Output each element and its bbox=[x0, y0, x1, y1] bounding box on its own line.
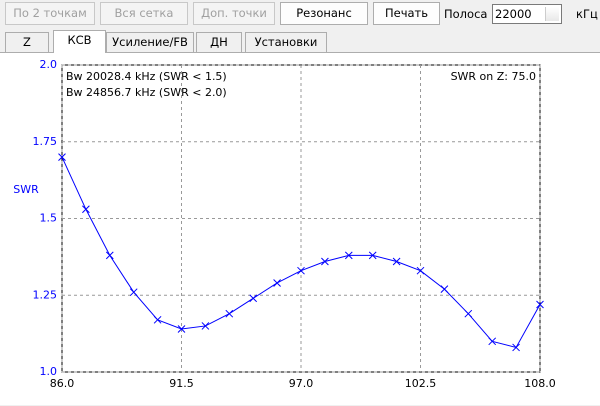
point-marker bbox=[297, 266, 305, 275]
point-marker bbox=[273, 279, 281, 287]
point-marker bbox=[416, 266, 425, 275]
tab[interactable]: КСВ bbox=[53, 30, 106, 53]
point-marker bbox=[105, 251, 114, 260]
button[interactable]: Вся сетка bbox=[100, 2, 188, 25]
point-marker bbox=[392, 257, 401, 266]
tab[interactable]: Установки bbox=[245, 32, 327, 52]
y-tick-label: 1.0 bbox=[40, 365, 58, 378]
point-marker bbox=[536, 300, 544, 309]
button[interactable]: По 2 точкам bbox=[5, 2, 95, 25]
band-select[interactable]: 22000 bbox=[492, 4, 562, 24]
tab[interactable]: Усиление/FB bbox=[106, 32, 194, 52]
x-tick-label: 91.5 bbox=[169, 377, 194, 390]
point-marker bbox=[201, 322, 210, 330]
point-marker bbox=[82, 205, 90, 214]
button[interactable]: Печать bbox=[373, 2, 440, 25]
annotation: SWR on Z: 75.0 bbox=[451, 70, 536, 83]
point-marker bbox=[225, 309, 234, 318]
x-tick-label: 108.0 bbox=[524, 377, 556, 390]
point-marker bbox=[488, 337, 497, 346]
tab[interactable]: ДН bbox=[196, 32, 242, 52]
annotation: Bw 24856.7 kHz (SWR < 2.0) bbox=[66, 86, 227, 99]
point-marker bbox=[368, 251, 377, 260]
x-tick-label: 97.0 bbox=[289, 377, 314, 390]
band-label: Полоса bbox=[444, 7, 488, 21]
chart: Bw 20028.4 kHz (SWR < 1.5) Bw 24856.7 kH… bbox=[13, 58, 556, 390]
x-tick-label: 102.5 bbox=[405, 377, 437, 390]
point-marker bbox=[440, 285, 449, 293]
point-marker bbox=[344, 251, 353, 260]
point-marker bbox=[177, 325, 186, 333]
point-marker bbox=[129, 288, 138, 297]
chart-panel: Bw 20028.4 kHz (SWR < 1.5) Bw 24856.7 kH… bbox=[0, 52, 600, 405]
point-marker bbox=[512, 343, 520, 352]
y-tick-label: 2.0 bbox=[40, 58, 58, 71]
point-marker bbox=[58, 153, 66, 161]
y-tick-label: 1.75 bbox=[33, 135, 58, 148]
point-marker bbox=[321, 257, 329, 266]
point-marker bbox=[153, 315, 162, 324]
y-tick-label: 1.5 bbox=[40, 212, 58, 225]
button[interactable]: Резонанс bbox=[280, 2, 368, 25]
annotation: Bw 20028.4 kHz (SWR < 1.5) bbox=[66, 70, 227, 83]
band-unit: кГц bbox=[576, 7, 598, 21]
button[interactable]: Доп. точки bbox=[193, 2, 275, 25]
tab[interactable]: Z bbox=[5, 32, 49, 52]
y-tick-label: 1.25 bbox=[33, 288, 58, 301]
y-axis-label: SWR bbox=[13, 183, 39, 196]
point-marker bbox=[464, 309, 473, 318]
point-marker bbox=[249, 294, 258, 303]
x-tick-label: 86.0 bbox=[50, 377, 75, 390]
